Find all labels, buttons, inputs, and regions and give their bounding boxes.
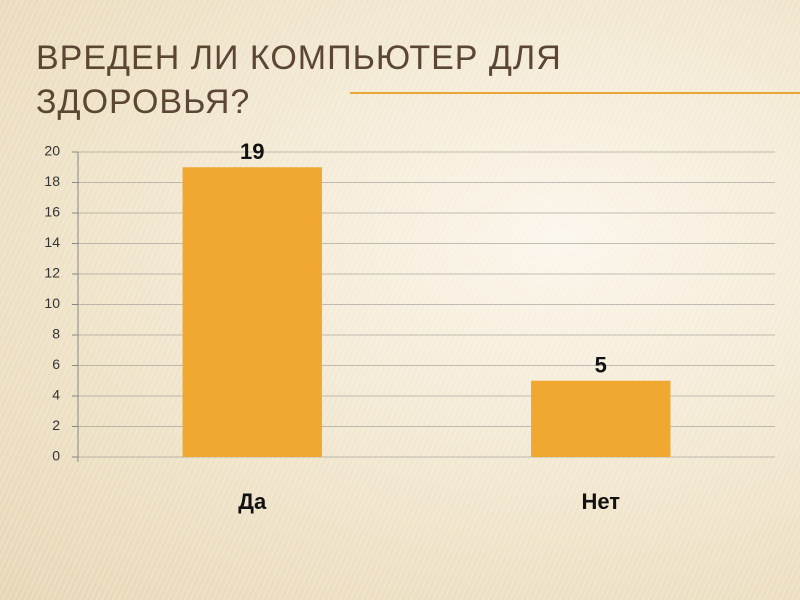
bar (182, 167, 322, 457)
data-label: 5 (595, 353, 607, 378)
x-tick-label: Да (238, 489, 267, 514)
y-tick-label: 18 (44, 173, 60, 189)
y-tick-label: 14 (44, 234, 60, 250)
y-tick-label: 12 (44, 265, 60, 281)
y-tick-label: 16 (44, 204, 60, 220)
x-tick-label: Нет (581, 489, 620, 514)
y-tick-label: 2 (52, 417, 60, 433)
bar (531, 380, 671, 457)
y-tick-label: 0 (52, 448, 60, 464)
y-tick-label: 6 (52, 356, 60, 372)
y-tick-label: 8 (52, 326, 60, 342)
data-label: 19 (240, 139, 264, 164)
y-tick-label: 20 (44, 143, 60, 159)
y-tick-label: 4 (52, 387, 60, 403)
title-rule (350, 92, 800, 94)
slide-title: ВРЕДЕН ЛИ КОМПЬЮТЕР ДЛЯ ЗДОРОВЬЯ? (36, 39, 562, 121)
y-tick-label: 10 (44, 295, 60, 311)
